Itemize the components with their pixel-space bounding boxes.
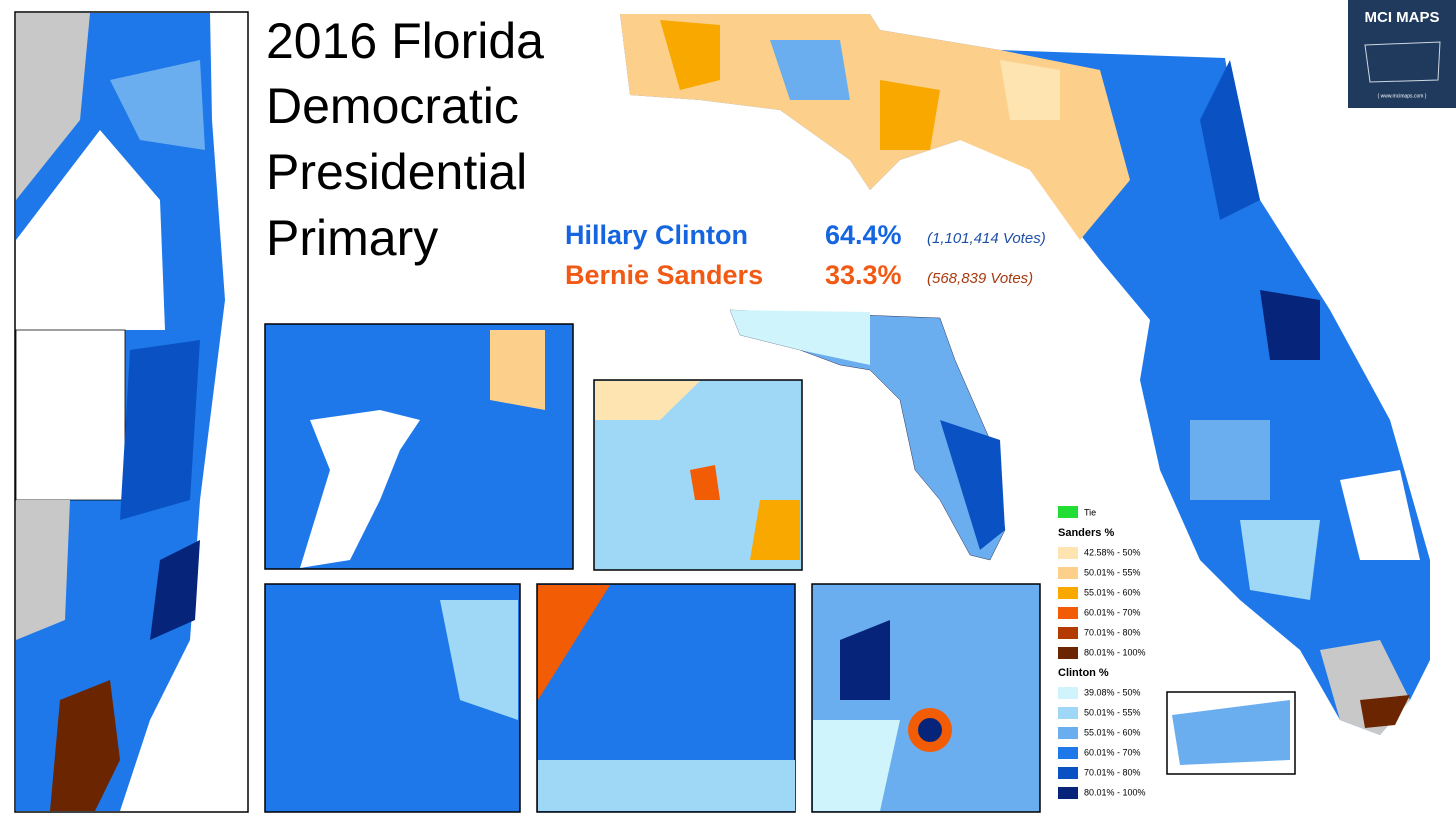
water-area — [300, 410, 420, 568]
legend-label: 60.01% - 70% — [1084, 607, 1141, 617]
county-area — [813, 720, 900, 811]
county-area — [770, 40, 850, 100]
county-area — [1260, 290, 1320, 360]
county-area — [1172, 700, 1290, 765]
legend-label: 50.01% - 55% — [1084, 567, 1141, 577]
legend-label: 50.01% - 55% — [1084, 707, 1141, 717]
county-area — [1000, 60, 1060, 120]
county-area — [50, 680, 120, 811]
left-panel — [14, 11, 249, 813]
water-area — [16, 130, 165, 330]
county-area — [538, 760, 795, 811]
results: Hillary Clinton 64.4% (1,101,414 Votes) Ber… — [565, 220, 1046, 290]
legend-heading: Clinton % — [1058, 667, 1109, 679]
title-line: 2016 Florida — [266, 13, 544, 69]
legend-label: 55.01% - 60% — [1084, 727, 1141, 737]
county-area — [16, 13, 90, 200]
water-area — [15, 329, 126, 501]
legend-swatch — [1058, 747, 1078, 759]
candidate-percent: 64.4% — [825, 220, 902, 250]
legend-swatch — [1058, 547, 1078, 559]
county-area — [595, 381, 700, 420]
legend-swatch — [1058, 607, 1078, 619]
logo-title: MCI MAPS — [1365, 9, 1440, 26]
county-area — [120, 340, 200, 520]
county-area — [1200, 60, 1260, 220]
overview-area — [730, 310, 870, 365]
legend-swatch — [1058, 787, 1078, 799]
legend-swatch — [1058, 707, 1078, 719]
county-area — [918, 718, 942, 742]
county-area — [1360, 695, 1410, 728]
legend-label: 60.01% - 70% — [1084, 747, 1141, 757]
county-area — [490, 330, 545, 410]
legend-swatch — [1058, 627, 1078, 639]
candidate-name: Bernie Sanders — [565, 260, 763, 290]
candidate-percent: 33.3% — [825, 260, 902, 290]
title-line: Primary — [266, 210, 438, 266]
county-area — [880, 80, 940, 150]
legend-swatch — [1058, 587, 1078, 599]
legend-label: 55.01% - 60% — [1084, 587, 1141, 597]
logo-map — [1364, 41, 1441, 83]
legend-label: 70.01% - 80% — [1084, 627, 1141, 637]
legend-label: 70.01% - 80% — [1084, 767, 1141, 777]
county-area — [690, 465, 720, 500]
legend-swatch — [1058, 727, 1078, 739]
county-area — [110, 60, 205, 150]
title-block: 2016 Florida Democratic Presidential Pri… — [266, 13, 544, 266]
title-line: Democratic — [266, 78, 519, 134]
legend-label: Tie — [1084, 507, 1096, 517]
candidate-votes: (568,839 Votes) — [927, 270, 1033, 287]
logo-url: { www.mcimaps.com } — [1378, 93, 1427, 99]
county-area — [750, 500, 800, 560]
county-area — [16, 500, 70, 640]
county-area — [1240, 520, 1320, 600]
title-line: Presidential — [266, 144, 527, 200]
legend-swatch — [1058, 767, 1078, 779]
overview-area — [940, 420, 1005, 550]
legend-label: 42.58% - 50% — [1084, 547, 1141, 557]
county-area — [840, 620, 890, 700]
main-map — [620, 14, 1430, 735]
legend-swatch — [1058, 506, 1078, 518]
water-area — [1340, 470, 1420, 560]
legend-label: 80.01% - 100% — [1084, 787, 1146, 797]
insets — [264, 323, 1296, 813]
county-area — [150, 540, 200, 640]
legend-heading: Sanders % — [1058, 527, 1114, 539]
overview-map — [729, 309, 1006, 561]
candidate-name: Hillary Clinton — [565, 220, 748, 250]
county-area — [1190, 420, 1270, 500]
county-area — [440, 600, 518, 720]
county-area — [538, 585, 610, 700]
legend-label: 39.08% - 50% — [1084, 687, 1141, 697]
legend-swatch — [1058, 567, 1078, 579]
logo: MCI MAPS { www.mcimaps.com } — [1348, 0, 1456, 108]
legend: Tie Sanders % 42.58% - 50% 50.01% - 55% 55.0… — [1058, 506, 1146, 799]
candidate-votes: (1,101,414 Votes) — [927, 230, 1046, 247]
legend-swatch — [1058, 647, 1078, 659]
legend-swatch — [1058, 687, 1078, 699]
county-area — [660, 20, 720, 90]
legend-label: 80.01% - 100% — [1084, 647, 1146, 657]
